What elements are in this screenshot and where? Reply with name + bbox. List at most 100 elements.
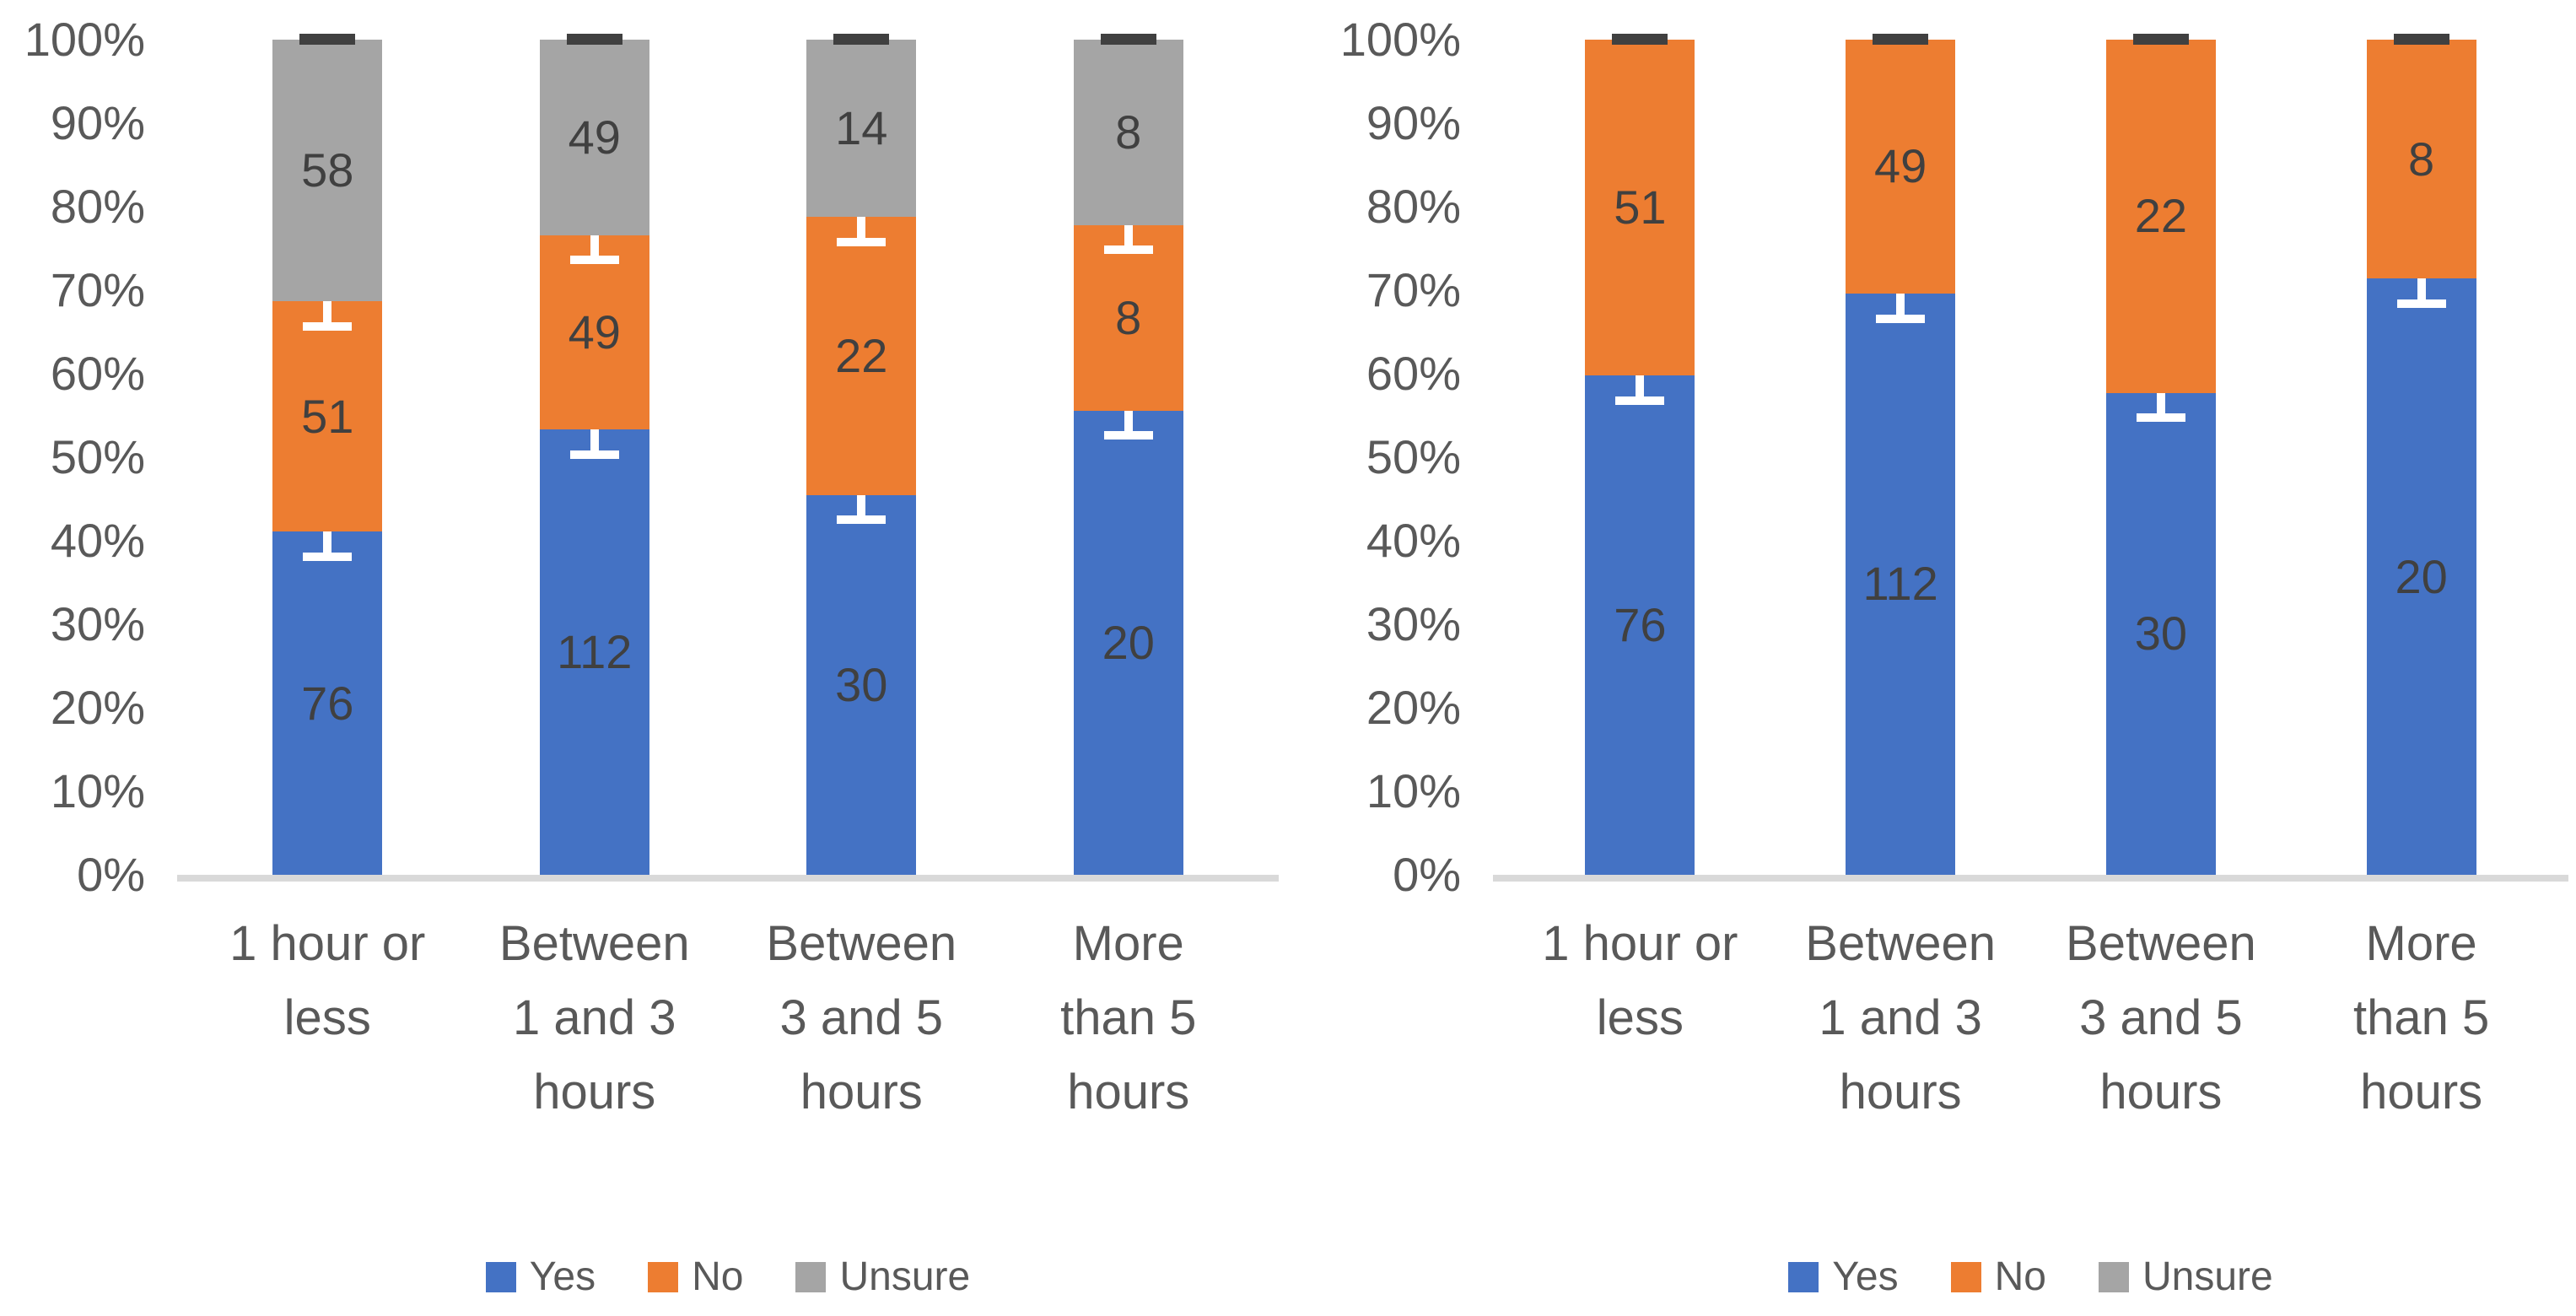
bar-segment-no: 49 xyxy=(539,235,649,430)
x-axis-line xyxy=(1493,875,2568,882)
y-axis-tick-label: 100% xyxy=(1339,13,1461,66)
bar-column: 20 8 xyxy=(2291,34,2552,875)
bar-segment-no: 49 xyxy=(1846,40,1956,294)
chart-panel-left: 76 51 58 112 49 49 30 22 14 20 8 8 0% 10% 20% 30% 40% 50… xyxy=(24,13,1279,1297)
error-bar-line xyxy=(1636,346,1645,405)
bar-column: 30 22 14 xyxy=(728,34,995,875)
stacked-bar: 76 51 58 xyxy=(272,34,383,875)
y-axis-tick-label: 40% xyxy=(50,514,145,567)
x-axis-label: More than 5 hours xyxy=(2352,916,2490,1119)
bar-segment-yes: 30 xyxy=(806,494,917,875)
legend-swatch-unsure xyxy=(795,1262,827,1292)
bar-segment-yes: 30 xyxy=(2105,392,2216,875)
legend-item-unsure: Unsure xyxy=(795,1257,970,1297)
legend-swatch-yes xyxy=(1788,1262,1819,1292)
legend-label: Yes xyxy=(529,1254,596,1299)
segment-value-label: 49 xyxy=(568,305,621,359)
legend-swatch-no xyxy=(648,1262,679,1292)
bars-container: 76 51 58 112 49 49 30 22 14 20 8 8 xyxy=(194,34,1263,875)
bar-segment-unsure: 58 xyxy=(272,40,383,301)
y-axis-tick-label: 60% xyxy=(50,347,145,400)
y-axis-tick-label: 90% xyxy=(1366,96,1461,149)
legend-label: Unsure xyxy=(2142,1254,2273,1299)
y-axis-tick-label: 100% xyxy=(24,13,145,66)
y-axis-tick-label: 0% xyxy=(77,848,145,901)
segment-value-label: 51 xyxy=(301,389,354,443)
segment-value-label: 112 xyxy=(557,625,633,679)
segment-value-label: 8 xyxy=(1115,290,1142,344)
segment-value-label: 22 xyxy=(835,328,888,382)
bar-segment-yes: 76 xyxy=(272,531,383,875)
total-error-cap xyxy=(1100,34,1156,45)
bar-segment-no: 51 xyxy=(1585,40,1695,375)
error-bar-bottom-cap xyxy=(303,321,353,331)
x-axis-label: More than 5 hours xyxy=(1060,916,1197,1119)
legend: Yes No Unsure xyxy=(194,1257,1262,1297)
stacked-bar: 112 49 49 xyxy=(539,34,649,875)
legend-swatch-no xyxy=(1950,1262,1981,1292)
total-error-cap xyxy=(299,34,356,45)
legend-label: Unsure xyxy=(839,1254,971,1299)
total-error-cap xyxy=(2393,34,2449,45)
error-bar-bottom-cap xyxy=(2136,413,2185,423)
plot-area-right: 76 51 112 49 30 22 20 8 0% 10% 20% 30% 40% 50% 60% 70%… xyxy=(1340,16,2568,898)
bar-segment-unsure: 14 xyxy=(806,40,917,217)
segment-value-label: 20 xyxy=(2395,549,2448,603)
stacked-bar: 76 51 xyxy=(1585,34,1695,875)
y-axis-tick-label: 20% xyxy=(1366,681,1461,734)
segment-value-label: 49 xyxy=(568,110,621,164)
legend-item-yes: Yes xyxy=(1788,1257,1899,1297)
bar-segment-yes: 20 xyxy=(2366,278,2476,875)
legend-item-no: No xyxy=(1950,1257,2046,1297)
error-bar-line xyxy=(1896,264,1905,323)
error-bar-bottom-cap xyxy=(1615,396,1665,405)
legend-item-no: No xyxy=(648,1257,743,1297)
error-bar-line xyxy=(2417,249,2426,308)
x-axis-label: Between 1 and 3 hours xyxy=(498,916,690,1119)
chart-panel-right: 76 51 112 49 30 22 20 8 0% 10% 20% 30% 40% 50% 60% 70%… xyxy=(1316,0,2576,1316)
error-bar-bottom-cap xyxy=(1103,431,1153,440)
bar-segment-yes: 112 xyxy=(539,429,649,875)
y-axis-tick-label: 30% xyxy=(50,597,145,650)
segment-value-label: 8 xyxy=(1115,105,1142,159)
y-axis-tick-label: 40% xyxy=(1366,514,1461,567)
stacked-bar: 30 22 14 xyxy=(806,34,917,875)
error-bar-bottom-cap xyxy=(1103,245,1153,255)
bar-segment-no: 8 xyxy=(1073,224,1183,411)
bar-segment-yes: 76 xyxy=(1585,375,1695,875)
stacked-bar: 30 22 xyxy=(2105,34,2216,875)
bar-segment-no: 8 xyxy=(2366,40,2476,279)
x-axis-label: 1 hour or less xyxy=(1542,916,1738,1045)
y-axis-tick-label: 0% xyxy=(1393,848,1461,901)
stacked-bar: 20 8 xyxy=(2366,34,2476,875)
error-bar-bottom-cap xyxy=(2396,299,2446,308)
legend-item-yes: Yes xyxy=(485,1254,596,1299)
y-axis-tick-label: 10% xyxy=(1366,764,1461,817)
error-bar-bottom-cap xyxy=(303,552,353,561)
y-axis-tick-label: 10% xyxy=(50,764,145,817)
y-axis-tick-label: 60% xyxy=(1366,347,1461,400)
error-bar-line xyxy=(323,272,332,331)
segment-value-label: 58 xyxy=(301,143,354,197)
legend-label: No xyxy=(692,1254,744,1299)
segment-value-label: 49 xyxy=(1873,139,1927,193)
bar-segment-yes: 112 xyxy=(1846,293,1956,875)
segment-value-label: 8 xyxy=(2408,132,2435,186)
x-axis-label: Between 3 and 5 hours xyxy=(2066,916,2256,1119)
segment-value-label: 30 xyxy=(835,657,888,711)
segment-value-label: 22 xyxy=(2134,189,2188,243)
error-bar-line xyxy=(1124,196,1133,255)
bars-container: 76 51 112 49 30 22 20 8 xyxy=(1510,34,2552,875)
segment-value-label: 14 xyxy=(835,100,888,154)
bar-column: 112 49 xyxy=(1770,34,2031,875)
segment-value-label: 20 xyxy=(1102,615,1155,669)
error-bar-bottom-cap xyxy=(569,450,619,459)
bar-column: 20 8 8 xyxy=(995,34,1263,875)
error-bar-bottom-cap xyxy=(1876,314,1926,323)
error-bar-bottom-cap xyxy=(837,237,887,246)
bar-column: 76 51 xyxy=(1510,34,1770,875)
segment-value-label: 30 xyxy=(2134,607,2188,661)
y-axis-tick-label: 80% xyxy=(50,180,145,233)
y-axis-tick-label: 80% xyxy=(1366,180,1461,233)
legend: Yes No Unsure xyxy=(1510,1257,2552,1297)
